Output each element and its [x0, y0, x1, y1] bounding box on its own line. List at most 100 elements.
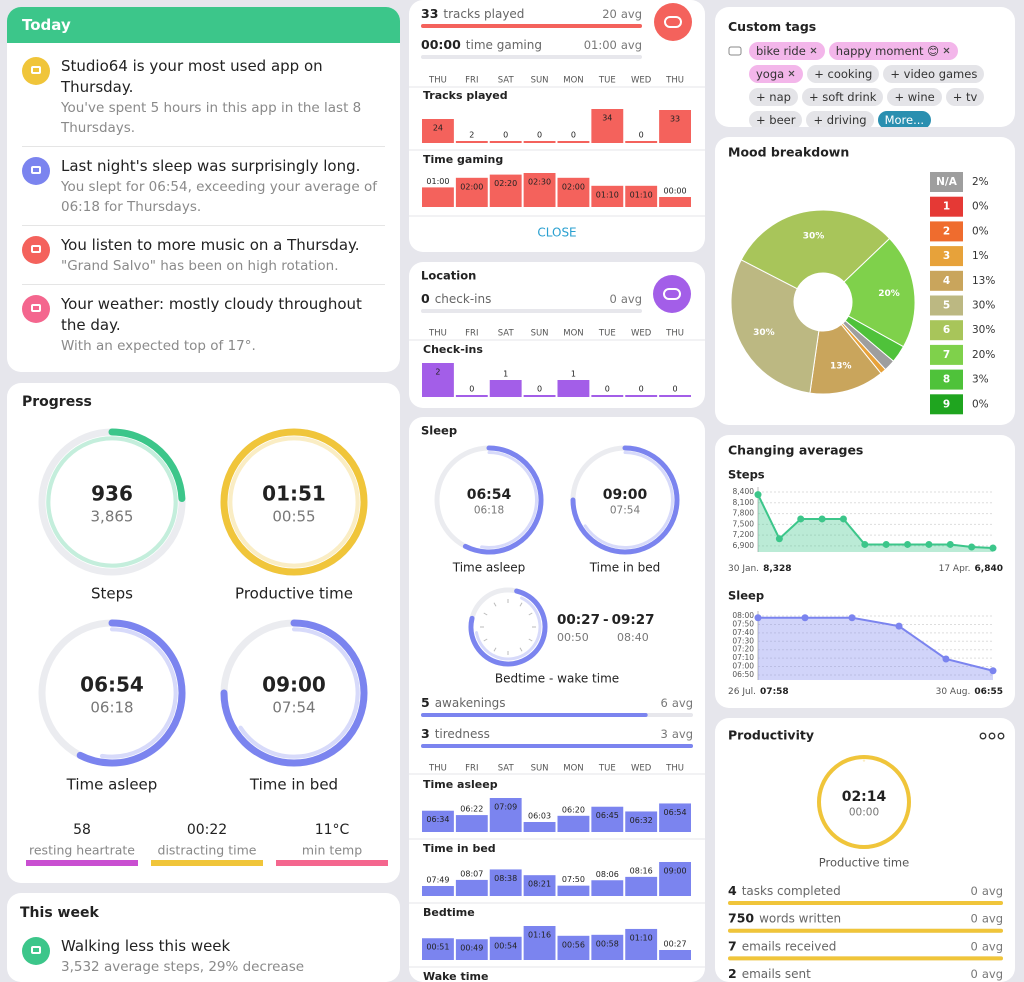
suggested-tag[interactable]: + wine: [887, 88, 942, 106]
card-canvas: Changing averages Steps 8,400 8,100 7,8007,5…: [728, 443, 1003, 697]
close-button[interactable]: CLOSE: [537, 226, 576, 240]
clock-tick: [519, 602, 523, 607]
average-bedtime: 00:50: [557, 631, 589, 644]
card-title: Progress: [22, 394, 92, 410]
suggested-tag[interactable]: + video games: [883, 65, 985, 83]
bar-label: 1: [503, 370, 508, 379]
row-track: [421, 309, 642, 313]
point: [754, 614, 762, 622]
card-canvas: Progress 936 3,865 Steps 01:51 00:55 Productiv…: [22, 394, 388, 866]
slice-label: 30%: [803, 232, 825, 242]
clock-tick: [483, 612, 488, 616]
average-word: avg: [621, 292, 642, 306]
bar: [557, 935, 590, 960]
row-value: 00:00: [421, 37, 461, 52]
bar-label: 02:20: [494, 179, 517, 188]
bar-label: 00:54: [494, 941, 517, 950]
suggested-tag[interactable]: + beer: [749, 111, 803, 127]
bar-label: 0: [469, 385, 474, 394]
area-fill: [758, 617, 993, 680]
legend-swatch: [930, 369, 963, 390]
suggested-tag[interactable]: + driving: [806, 111, 874, 127]
day-label: MON: [563, 329, 583, 339]
point: [942, 655, 950, 663]
insight-item: Studio64 is your most used app on Thursd…: [22, 47, 385, 147]
bar-label: 1: [571, 370, 576, 379]
location-card: Location 0 check-ins 0 avg THU FRI SAT SUN MON TUE…: [409, 262, 705, 408]
row-label: tiredness: [435, 727, 490, 741]
icon-glyph: [664, 16, 682, 28]
footer-value: 06:55: [974, 687, 1003, 697]
suggested-tag[interactable]: + nap: [749, 88, 798, 106]
row-label: words written: [759, 911, 841, 925]
clock-tick: [483, 638, 488, 642]
row-text: 0 check-ins: [421, 291, 491, 306]
bar: [659, 862, 691, 896]
suggested-tag[interactable]: + cooking: [807, 65, 880, 83]
separator: -: [603, 612, 609, 628]
ring-value-text: 01:51: [262, 482, 326, 506]
day-label: THU: [428, 329, 447, 339]
menu-dot: [988, 732, 996, 740]
bar: [523, 173, 556, 207]
bar-label: 06:54: [664, 808, 687, 817]
ring-value: [220, 428, 368, 576]
clock-tick: [493, 647, 497, 652]
point: [801, 614, 809, 622]
ring-average-text: 00:00: [849, 807, 879, 819]
bar: [659, 395, 691, 397]
insight-text: Last night's sleep was surprisingly long…: [61, 156, 385, 217]
average-word: avg: [982, 884, 1003, 898]
average-word: avg: [621, 38, 642, 52]
row-value: 0: [421, 291, 430, 306]
tags-card: Custom tags bike ride happy moment 😊 yoga + …: [715, 7, 1015, 127]
bar-label: 0: [537, 385, 542, 394]
point: [946, 540, 954, 548]
bar-label: 07:49: [426, 876, 449, 885]
remove-cross: [810, 47, 817, 54]
insight-headline: Studio64 is your most used app on Thursd…: [61, 57, 323, 96]
bar: [422, 938, 454, 960]
day-label: MON: [563, 76, 583, 86]
mood-card: Mood breakdown N/A 2% 1 0% 2 0% 3 1% 13% 4 13% 30% 5 3…: [715, 137, 1015, 425]
bar-label: 06:45: [596, 811, 619, 820]
average-word: avg: [982, 939, 1003, 953]
chart-title: Tracks played: [423, 89, 508, 102]
more-button[interactable]: More...: [877, 111, 932, 127]
selected-tag[interactable]: bike ride: [749, 42, 825, 60]
day-label: THU: [665, 764, 684, 774]
row-label: check-ins: [435, 292, 492, 306]
footer-date: 26 Jul.: [728, 687, 756, 697]
bar-label: 01:16: [528, 931, 551, 940]
selected-tag[interactable]: yoga: [749, 65, 804, 83]
day-label: FRI: [465, 764, 478, 774]
point: [904, 540, 912, 548]
average-wake-time: 08:40: [617, 631, 649, 644]
bar-label: 06:03: [528, 812, 551, 821]
selected-tag[interactable]: happy moment 😊: [828, 42, 959, 60]
legend-swatch: [930, 246, 963, 267]
bar: [455, 939, 488, 960]
chart-title: Bedtime: [423, 906, 475, 919]
row-bar: [421, 713, 648, 717]
pie-slice: [730, 259, 820, 394]
slice-label: 30%: [753, 328, 775, 338]
bar: [523, 822, 556, 832]
bar-label: 24: [433, 124, 443, 133]
ring-label: Time asleep: [452, 561, 526, 575]
bar: [659, 197, 691, 207]
legend-value: 30%: [972, 300, 995, 312]
bar-label: 0: [605, 385, 610, 394]
suggested-tag[interactable]: + soft drink: [801, 88, 884, 106]
insight-icon: [22, 57, 50, 85]
y-tick-label: 8,100: [733, 498, 755, 507]
day-label: THU: [665, 329, 684, 339]
bar: [455, 141, 488, 143]
suggested-tag[interactable]: + tv: [945, 88, 985, 106]
bar-label: 02:00: [460, 182, 483, 191]
bar-label: 08:06: [596, 870, 619, 879]
average-value: 6: [661, 696, 668, 710]
icon-glyph: [663, 288, 681, 300]
point: [848, 614, 856, 622]
legend-label: 2: [943, 225, 950, 237]
